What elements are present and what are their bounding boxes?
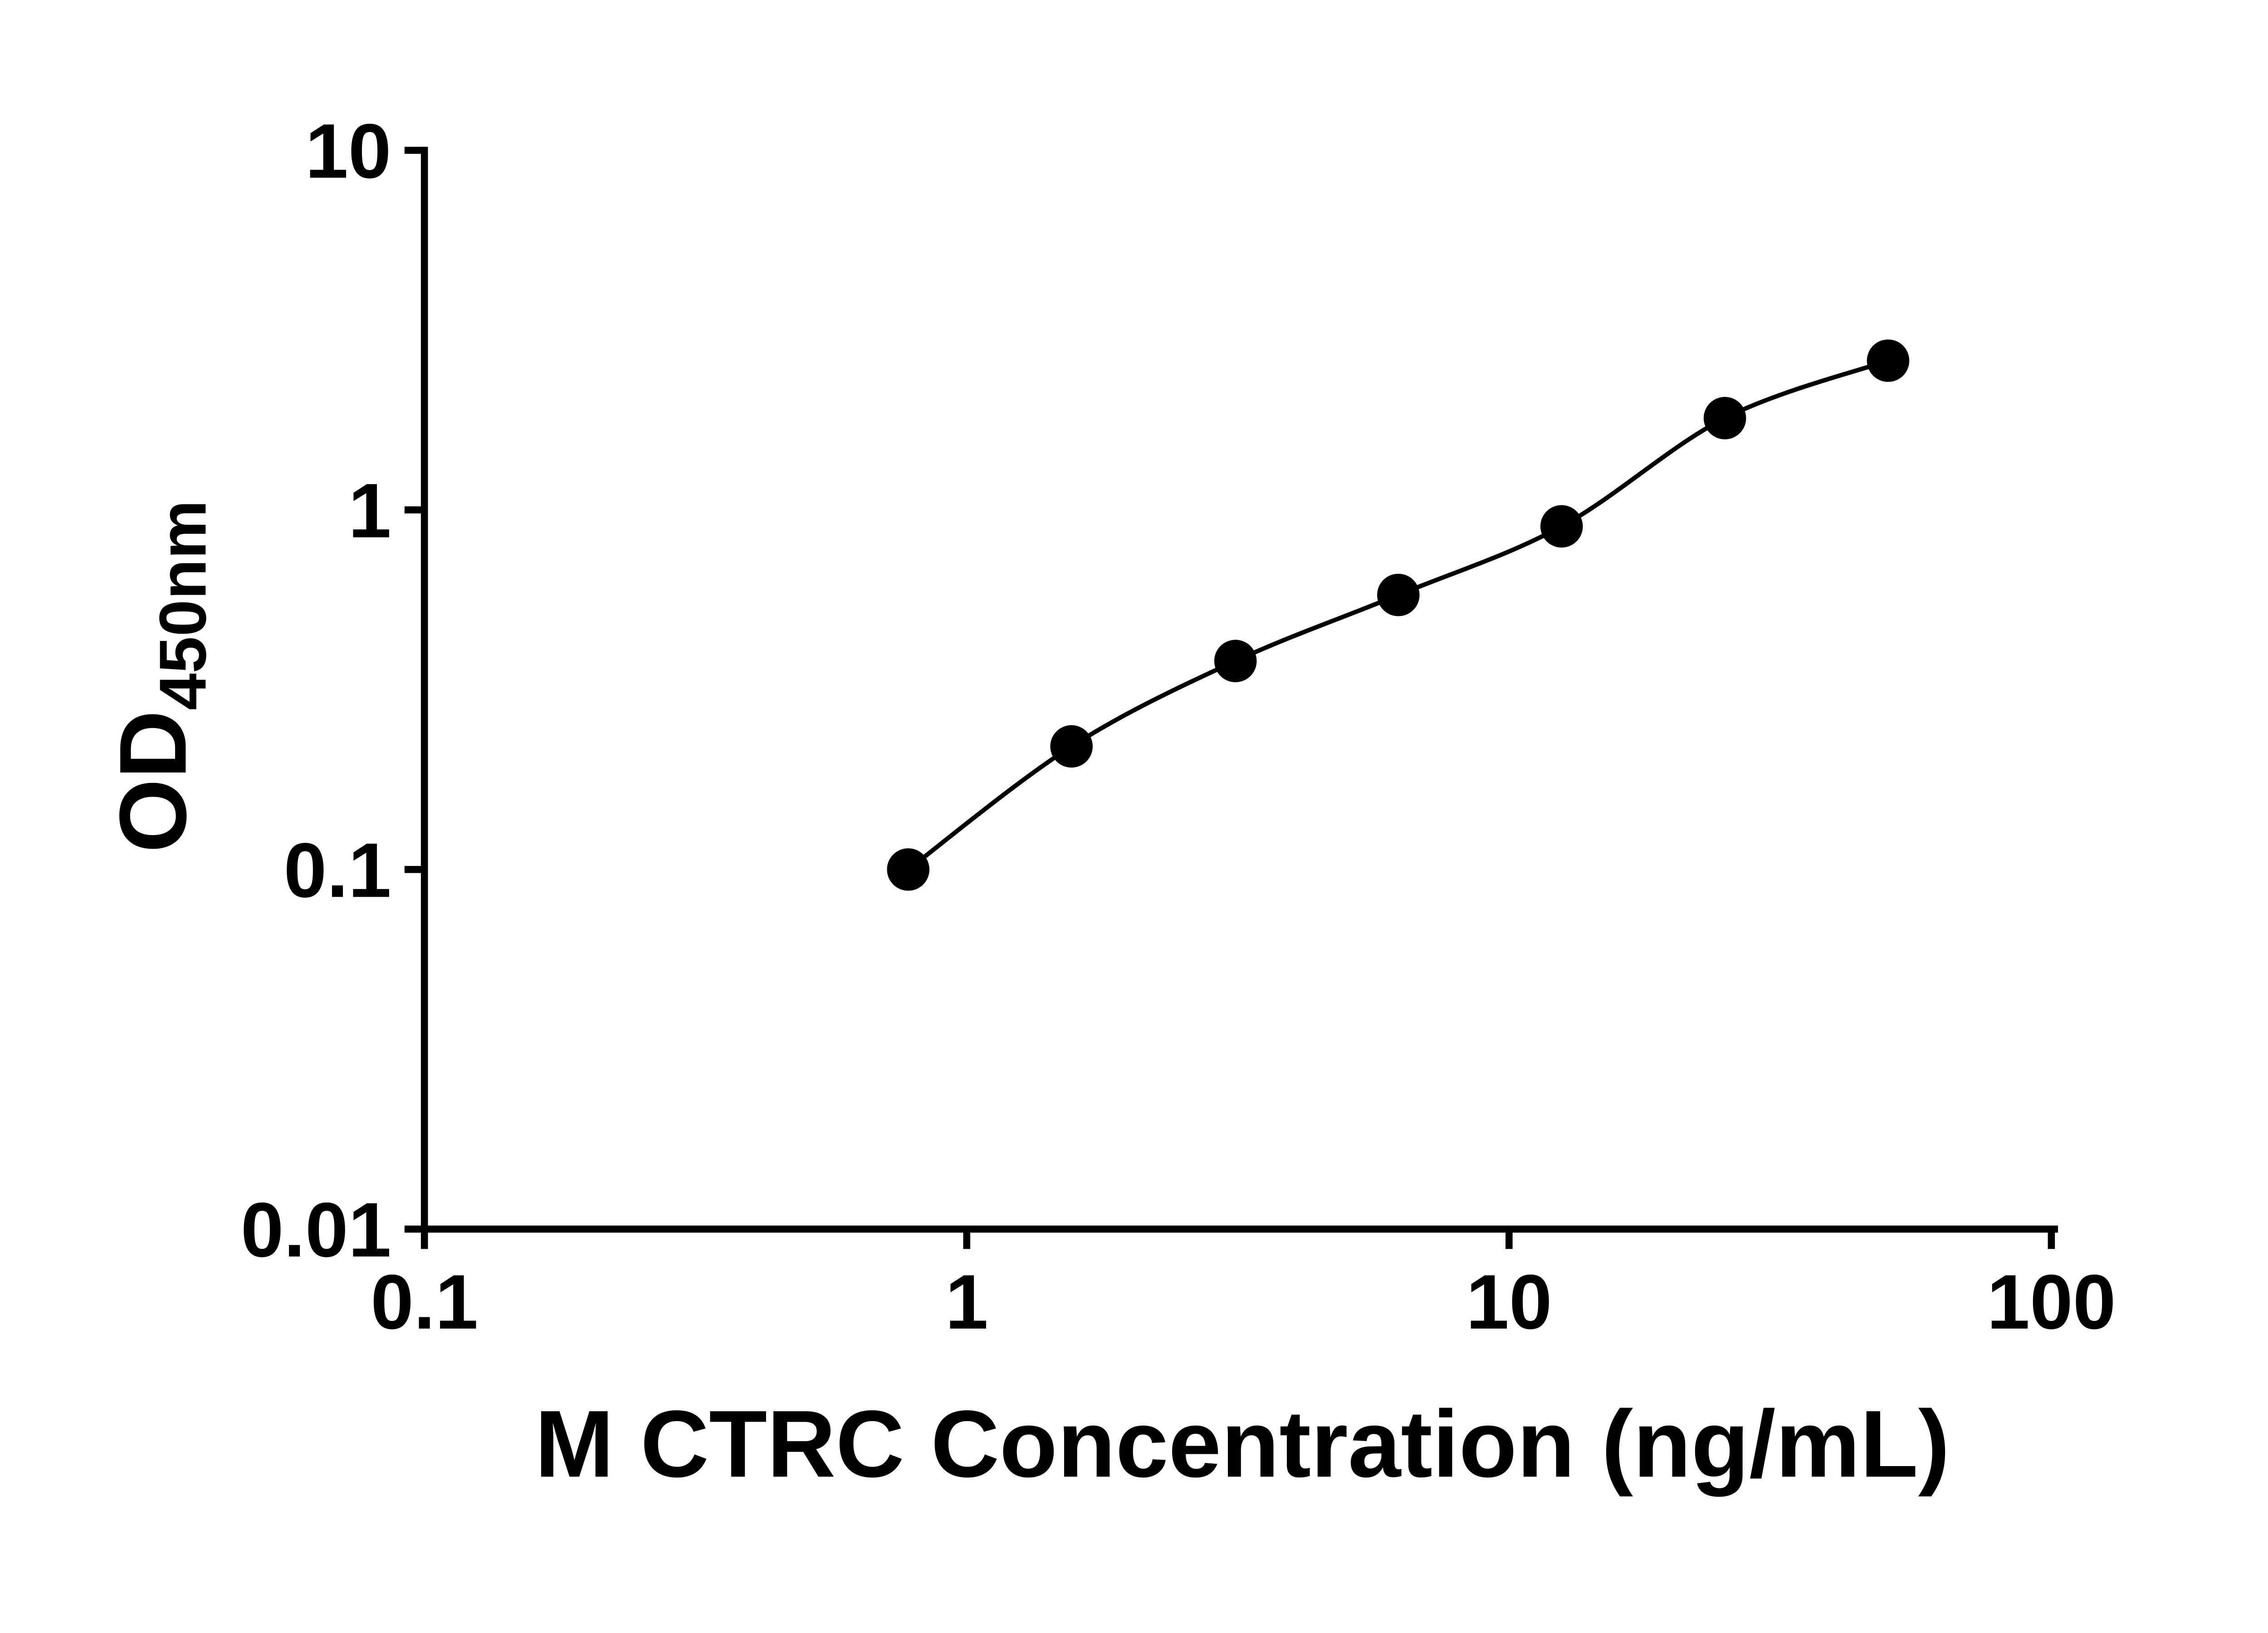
y-axis-tick-label: 10 bbox=[305, 108, 391, 195]
chart-figure: 0.1 1 10 100 10 1 0.1 0.01 M CTRC Concentration… bbox=[100, 108, 2116, 1497]
data-point-marker bbox=[1540, 505, 1583, 548]
x-axis-tick-label: 10 bbox=[1466, 1259, 1552, 1345]
y-axis-tick-label: 0.1 bbox=[284, 827, 391, 914]
data-point-marker bbox=[1867, 339, 1910, 382]
data-point-marker bbox=[1050, 725, 1093, 768]
x-axis-tick-label: 1 bbox=[945, 1259, 988, 1345]
x-axis-title: M CTRC Concentration (ng/mL) bbox=[535, 1391, 1950, 1497]
y-axis-tick-label: 0.01 bbox=[241, 1187, 391, 1273]
data-point-marker bbox=[887, 848, 930, 891]
y-axis-title-main: OD bbox=[100, 710, 206, 853]
y-axis-tick-label: 1 bbox=[348, 468, 391, 554]
data-point-marker bbox=[1703, 396, 1746, 440]
x-axis-tick-label: 100 bbox=[1987, 1259, 2116, 1345]
data-point-marker bbox=[1214, 640, 1257, 682]
axes-lines bbox=[420, 147, 2058, 1233]
data-point-marker bbox=[1377, 573, 1420, 616]
x-axis-tick-label: 0.1 bbox=[371, 1259, 478, 1345]
y-axis-title-subscript: 450nm bbox=[146, 500, 220, 710]
y-axis-title: OD450nm bbox=[100, 500, 220, 853]
